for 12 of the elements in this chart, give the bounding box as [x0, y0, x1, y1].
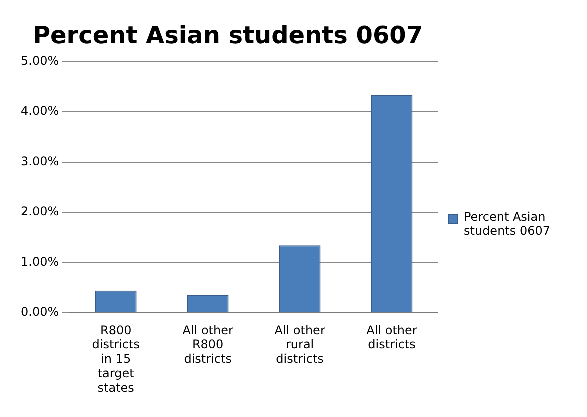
- x-tick-label: R800 districts in 15 target states: [92, 323, 140, 395]
- y-tick-label: 5.00%: [20, 54, 60, 68]
- y-tick-label: 3.00%: [20, 154, 60, 168]
- y-tick-label: 1.00%: [20, 254, 60, 269]
- x-tick-label: All other R800 districts: [182, 323, 234, 366]
- y-tick-label: 4.00%: [20, 104, 60, 118]
- y-tick-label: 0.00%: [20, 305, 60, 320]
- x-tick-label: All other districts: [366, 323, 418, 352]
- y-tick-label: 2.00%: [20, 204, 60, 219]
- chart-title: Percent Asian students 0607: [32, 22, 424, 50]
- legend-label: Percent Asian students 0607: [464, 210, 552, 238]
- x-tick-label: All other rural districts: [274, 323, 326, 366]
